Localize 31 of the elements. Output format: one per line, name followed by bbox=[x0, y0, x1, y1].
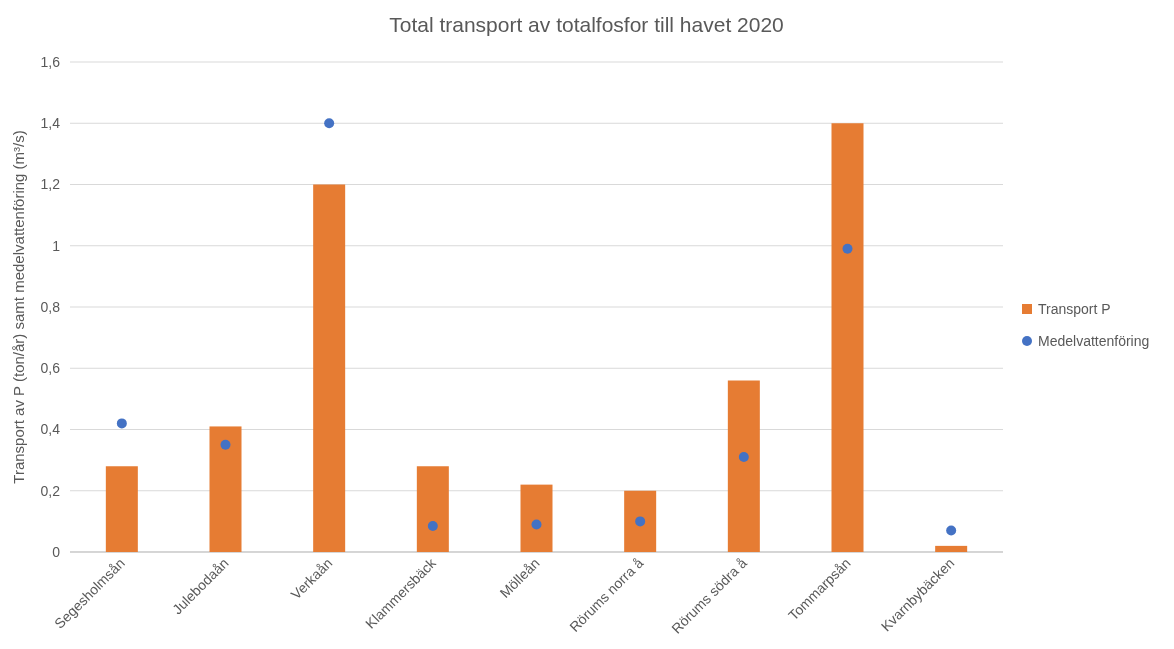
y-tick-label: 1,2 bbox=[40, 176, 61, 193]
bar bbox=[105, 466, 138, 552]
legend-label: Transport P bbox=[1038, 300, 1111, 317]
point bbox=[116, 418, 127, 429]
y-tick-label: 1 bbox=[52, 237, 61, 254]
y-tick-label: 0,6 bbox=[40, 360, 61, 377]
bar bbox=[727, 380, 760, 552]
chart-title: Total transport av totalfosfor till havet 2020 bbox=[389, 13, 784, 36]
y-tick-label: 0,4 bbox=[40, 421, 61, 438]
bar bbox=[313, 184, 346, 552]
bar bbox=[624, 490, 657, 552]
point bbox=[738, 452, 749, 463]
bar bbox=[831, 123, 864, 552]
bar bbox=[416, 466, 449, 552]
bar bbox=[209, 426, 242, 552]
y-tick-label: 0 bbox=[52, 543, 61, 560]
point bbox=[842, 243, 853, 254]
point bbox=[946, 525, 957, 536]
legend-label: Medelvattenföring bbox=[1038, 332, 1150, 349]
bar bbox=[520, 484, 553, 552]
point bbox=[635, 516, 646, 527]
point bbox=[220, 439, 231, 450]
y-tick-label: 1,4 bbox=[40, 115, 61, 132]
point bbox=[324, 118, 335, 129]
bar bbox=[935, 545, 968, 552]
y-tick-label: 0,2 bbox=[40, 482, 61, 499]
y-tick-label: 0,8 bbox=[40, 298, 61, 315]
point bbox=[427, 520, 438, 531]
y-axis-title: Transport av P (ton/år) samt medelvattenföring (m³/s) bbox=[10, 130, 27, 484]
y-tick-label: 1,6 bbox=[40, 53, 61, 70]
point bbox=[531, 519, 542, 530]
